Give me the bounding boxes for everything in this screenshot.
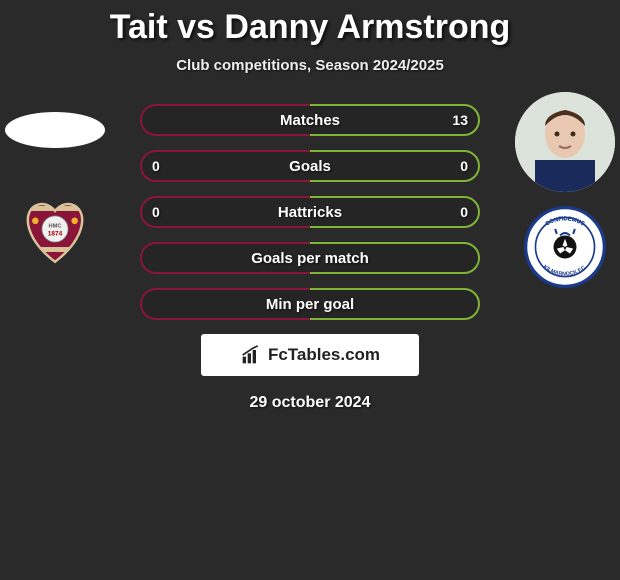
stat-row-matches: Matches 13 xyxy=(140,104,480,136)
right-player-column: CONFIDEMUS CONFIDEMUS KILMARNOCK F.C. xyxy=(510,92,620,288)
stat-row-goals: 0 Goals 0 xyxy=(140,150,480,182)
right-player-photo xyxy=(515,92,615,192)
stat-label: Hattricks xyxy=(278,204,342,221)
stat-right-value: 0 xyxy=(460,204,468,220)
stat-row-min-per-goal: Min per goal xyxy=(140,288,480,320)
stat-right-value: 0 xyxy=(460,158,468,174)
page-title: Tait vs Danny Armstrong xyxy=(0,0,620,47)
site-label: FcTables.com xyxy=(268,345,380,365)
svg-text:HMC: HMC xyxy=(48,223,61,229)
stat-row-hattricks: 0 Hattricks 0 xyxy=(140,196,480,228)
stat-label: Min per goal xyxy=(266,296,354,313)
stat-left-value: 0 xyxy=(152,158,160,174)
subtitle: Club competitions, Season 2024/2025 xyxy=(0,57,620,74)
right-club-logo: CONFIDEMUS CONFIDEMUS KILMARNOCK F.C. xyxy=(524,206,606,288)
site-logo: FcTables.com xyxy=(201,334,419,376)
date-line: 29 october 2024 xyxy=(0,394,620,412)
left-club-logo: HMC 1874 xyxy=(14,188,96,270)
left-player-column: HMC 1874 xyxy=(0,92,110,270)
stat-row-goals-per-match: Goals per match xyxy=(140,242,480,274)
stat-label: Goals per match xyxy=(251,250,369,267)
stat-label: Goals xyxy=(289,158,331,175)
chart-icon xyxy=(240,345,262,365)
stat-right-value: 13 xyxy=(452,112,468,128)
comparison-panel: HMC 1874 xyxy=(0,104,620,412)
stat-label: Matches xyxy=(280,112,340,129)
svg-text:1874: 1874 xyxy=(48,231,63,238)
left-player-photo xyxy=(5,112,105,148)
stat-left-value: 0 xyxy=(152,204,160,220)
